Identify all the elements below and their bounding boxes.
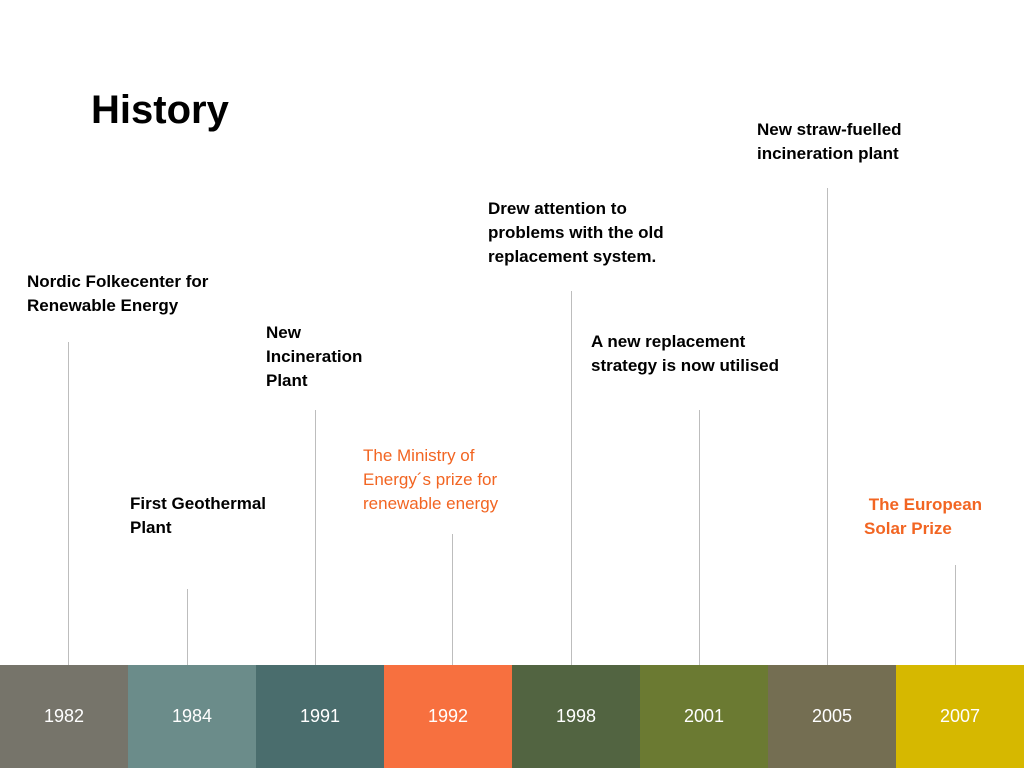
year-cell-1998: 1998 bbox=[512, 665, 640, 768]
year-label: 1984 bbox=[171, 706, 213, 726]
year-cell-2007: 2007 bbox=[896, 665, 1024, 768]
event-label-1992: The Ministry of Energy´s prize for renew… bbox=[363, 446, 499, 513]
timeline-connector-1984 bbox=[187, 589, 188, 665]
year-label: 1992 bbox=[427, 706, 469, 726]
timeline-connector-2005 bbox=[827, 188, 828, 665]
event-label-1991: New Incineration Plant bbox=[266, 323, 363, 390]
year-label: 2001 bbox=[683, 706, 725, 726]
year-cell-1984: 1984 bbox=[128, 665, 256, 768]
event-label-1998: Drew attention to problems with the old … bbox=[488, 199, 664, 266]
year-cell-2001: 2001 bbox=[640, 665, 768, 768]
year-cell-1982: 1982 bbox=[0, 665, 128, 768]
timeline-connector-1982 bbox=[68, 342, 69, 665]
year-label: 1982 bbox=[43, 706, 85, 726]
year-label: 2007 bbox=[939, 706, 981, 726]
year-label: 1998 bbox=[555, 706, 597, 726]
event-label-1982: Nordic Folkecenter for Renewable Energy bbox=[27, 272, 209, 315]
year-label: 1991 bbox=[299, 706, 341, 726]
year-cell-1992: 1992 bbox=[384, 665, 512, 768]
timeline-connector-1998 bbox=[571, 291, 572, 665]
event-label-2005: New straw-fuelled incineration plant bbox=[757, 120, 902, 163]
page-title: History bbox=[91, 88, 229, 132]
year-cell-2005: 2005 bbox=[768, 665, 896, 768]
event-label-2001: A new replacement strategy is now utilis… bbox=[591, 332, 779, 375]
event-label-1984: First Geothermal Plant bbox=[130, 494, 267, 537]
timeline-connector-2007 bbox=[955, 565, 956, 665]
timeline-connector-1991 bbox=[315, 410, 316, 665]
year-cell-1991: 1991 bbox=[256, 665, 384, 768]
event-label-2007: The European Solar Prize bbox=[864, 495, 983, 538]
year-bar: 1982 1984 1991 1992 1998 2001 2005 2007 bbox=[0, 665, 1024, 768]
timeline-connector-1992 bbox=[452, 534, 453, 665]
timeline-connector-2001 bbox=[699, 410, 700, 665]
year-label: 2005 bbox=[811, 706, 853, 726]
